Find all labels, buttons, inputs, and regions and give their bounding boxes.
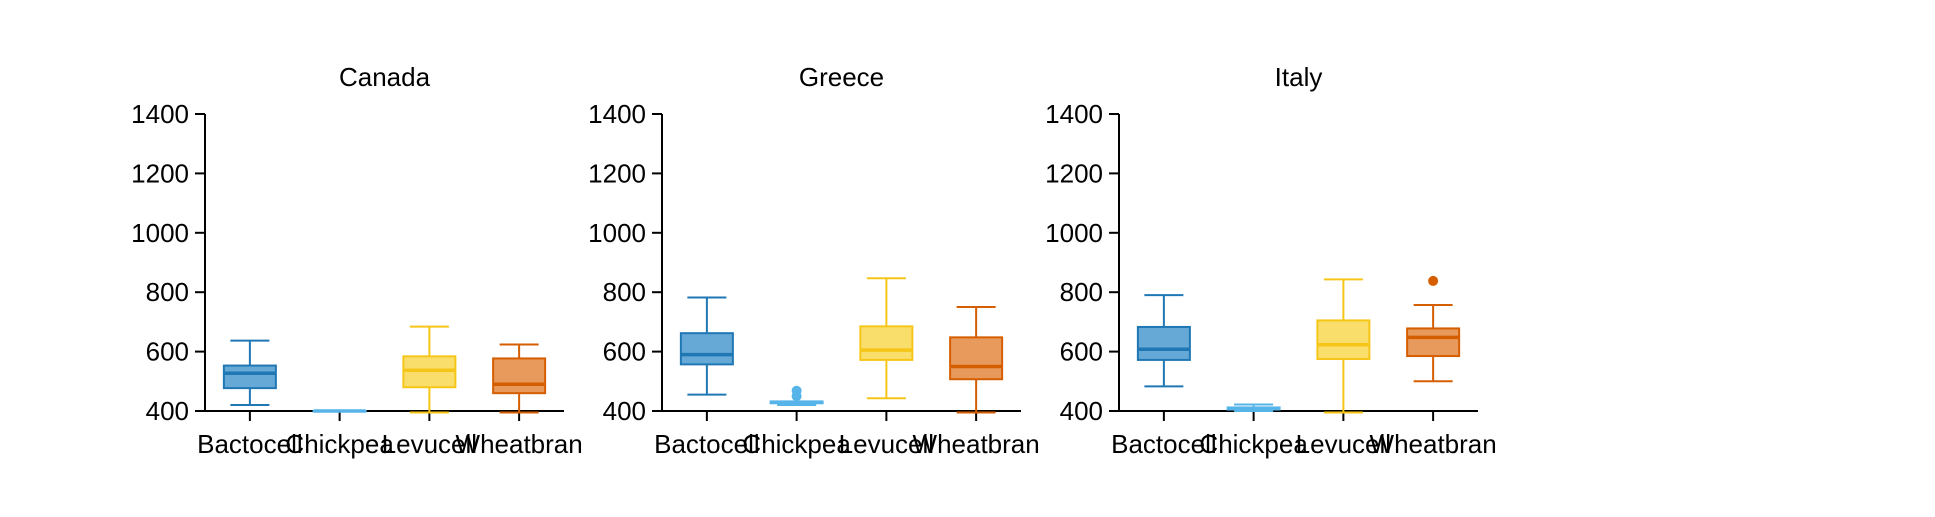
box-body: [492, 357, 547, 395]
x-tick-label: Levucell: [1296, 429, 1391, 459]
y-tick-label: 400: [1060, 396, 1103, 426]
y-tick-label: 800: [1060, 277, 1103, 307]
x-tick-label: Chickpea: [285, 429, 394, 459]
outlier-point: [791, 385, 802, 396]
y-tick-label: 1400: [588, 99, 646, 129]
x-tick-label: Wheatbran: [1370, 429, 1497, 459]
box-bactocell: [1136, 294, 1191, 388]
x-tick-label: Wheatbran: [913, 429, 1040, 459]
box-body: [1406, 327, 1461, 358]
panel-title: Canada: [339, 62, 431, 92]
panel-title: Greece: [799, 62, 884, 92]
box-bactocell: [222, 339, 277, 407]
box-wheatbran: [949, 306, 1004, 414]
y-tick-label: 800: [603, 277, 646, 307]
box-levucell: [859, 277, 914, 400]
y-tick-label: 1000: [131, 218, 189, 248]
box-body: [859, 325, 914, 361]
x-tick-label: Chickpea: [1199, 429, 1308, 459]
box-body: [1316, 319, 1371, 361]
box-chickpea: [312, 409, 367, 413]
outlier-point: [1428, 275, 1439, 286]
box-bactocell: [679, 296, 734, 396]
y-tick-label: 1400: [131, 99, 189, 129]
y-tick-label: 400: [603, 396, 646, 426]
y-tick-label: 1200: [131, 158, 189, 188]
y-tick-label: 1200: [1045, 158, 1103, 188]
y-tick-label: 1000: [588, 218, 646, 248]
x-tick-label: Wheatbran: [456, 429, 583, 459]
box-chickpea: [769, 385, 824, 407]
panel-title: Italy: [1275, 62, 1323, 92]
y-tick-label: 1200: [588, 158, 646, 188]
panel-canada: Canada 400 600 800 1000 1200 1400 BactocellChic…: [131, 62, 583, 459]
x-tick-label: Chickpea: [742, 429, 851, 459]
box-wheatbran: [1406, 275, 1461, 383]
x-tick-label: Bactocell: [654, 429, 760, 459]
x-tick-label: Levucell: [382, 429, 477, 459]
y-tick-label: 600: [1060, 337, 1103, 367]
box-levucell: [1316, 278, 1371, 414]
y-tick-label: 600: [146, 337, 189, 367]
box-body: [679, 332, 734, 366]
panel-greece: Greece 400 600 800 1000 1200 1400 BactocellChic…: [588, 62, 1040, 459]
y-tick-label: 1400: [1045, 99, 1103, 129]
y-tick-label: 600: [603, 337, 646, 367]
box-levucell: [402, 325, 457, 414]
y-tick-label: 400: [146, 396, 189, 426]
x-tick-label: Bactocell: [197, 429, 303, 459]
y-tick-label: 1000: [1045, 218, 1103, 248]
y-tick-label: 800: [146, 277, 189, 307]
box-chickpea: [1226, 403, 1281, 412]
box-body: [949, 336, 1004, 381]
box-body: [222, 364, 277, 390]
box-wheatbran: [492, 343, 547, 414]
box-body: [1136, 325, 1191, 361]
x-tick-label: Bactocell: [1111, 429, 1217, 459]
panel-italy: Italy 400 600 800 1000 1200 1400 BactocellChick…: [1045, 62, 1497, 459]
x-tick-label: Levucell: [839, 429, 934, 459]
